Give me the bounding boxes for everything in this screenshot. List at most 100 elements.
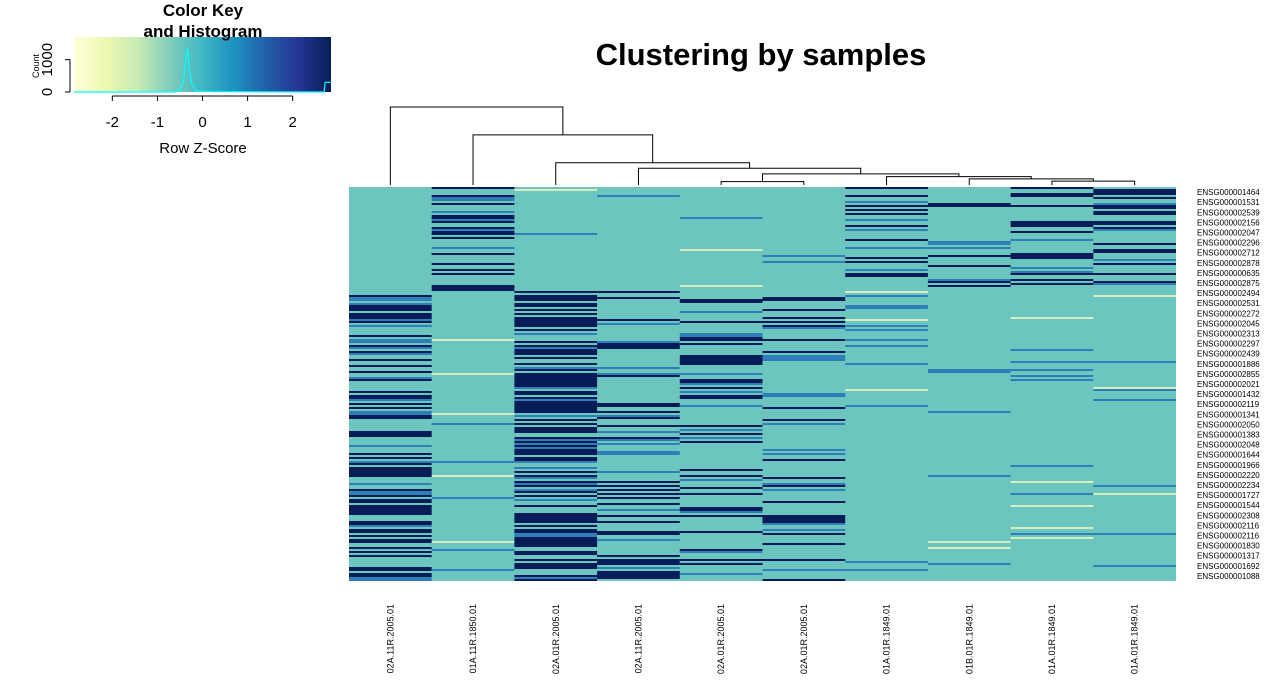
heatmap-cell-stripe [514, 369, 598, 371]
row-label: ENSG000002234 [1197, 481, 1260, 490]
heatmap-cell-stripe [514, 451, 598, 453]
heatmap-cell-stripe [349, 509, 432, 511]
heatmap-cell-stripe [1093, 399, 1176, 401]
heatmap-cell-stripe [927, 205, 1011, 207]
row-label: ENSG000002156 [1197, 218, 1260, 227]
heatmap-cell-stripe [845, 219, 928, 221]
heatmap-cell-stripe [514, 483, 598, 485]
heatmap-cell-stripe [927, 371, 1011, 373]
heatmap-cell-stripe [762, 477, 846, 479]
heatmap-cell-stripe [514, 441, 598, 443]
heatmap-cell-stripe [762, 351, 846, 353]
heatmap-cell-stripe [679, 357, 763, 359]
row-label: ENSG000002116 [1197, 532, 1260, 541]
heatmap-cell-stripe [514, 313, 598, 315]
heatmap-cell-stripe [514, 349, 598, 351]
dendrogram-branch [1051, 180, 1136, 185]
heatmap-cell-stripe [679, 551, 763, 553]
heatmap-cell-stripe [679, 285, 763, 287]
heatmap-cell-stripe [349, 315, 432, 317]
heatmap-cell-stripe [679, 363, 763, 365]
heatmap-cell-stripe [514, 341, 598, 343]
row-label: ENSG000002531 [1197, 299, 1260, 308]
heatmap-cell-stripe [514, 299, 598, 301]
column-dendrogram [389, 106, 1136, 185]
heatmap-cell-stripe [597, 481, 680, 483]
heatmap-cell-stripe [1010, 527, 1094, 529]
heatmap-cell-stripe [514, 437, 598, 439]
row-label: ENSG000001341 [1197, 410, 1260, 419]
heatmap-cell-stripe [679, 549, 763, 551]
heatmap-cell-stripe [679, 355, 763, 357]
heatmap-cell-stripe [679, 425, 763, 427]
heatmap-cell-stripe [597, 521, 680, 523]
heatmap-cell-stripe [1010, 505, 1094, 507]
heatmap-cell-stripe [349, 445, 432, 447]
heatmap-cell-stripe [514, 427, 598, 429]
heatmap-cell-stripe [597, 405, 680, 407]
heatmap-cell-stripe [514, 189, 598, 191]
heatmap-cell-stripe [514, 377, 598, 379]
heatmap-cell-stripe [514, 295, 598, 297]
heatmap-cell-stripe [1010, 231, 1094, 233]
heatmap-cell-stripe [1093, 221, 1176, 223]
heatmap-cell-stripe [514, 329, 598, 331]
heatmap-cell-stripe [514, 491, 598, 493]
heatmap-cell-stripe [514, 521, 598, 523]
heatmap-cell-stripe [762, 339, 846, 341]
heatmap-cell-stripe [349, 415, 432, 417]
color-key-axes: -2 -1 0 1 2 0 1000 [39, 43, 297, 131]
column-label: 01B.01R.1849.01 [964, 604, 974, 674]
heatmap-cell-stripe [597, 453, 680, 455]
heatmap-cell-stripe [1010, 537, 1094, 539]
heatmap-cell-stripe [431, 229, 515, 231]
heatmap-cell-stripe [597, 291, 680, 293]
heatmap-cell-stripe [679, 433, 763, 435]
heatmap-cell-stripe [679, 343, 763, 345]
heatmap-cell-stripe [514, 519, 598, 521]
heatmap-cell-stripe [431, 339, 515, 341]
heatmap-cell-stripe [514, 475, 598, 477]
heatmap-cell-stripe [431, 195, 515, 197]
heatmap-cell-stripe [514, 477, 598, 479]
heatmap-cell-stripe [349, 359, 432, 361]
heatmap-cell-stripe [762, 519, 846, 521]
heatmap-cell-stripe [514, 233, 598, 235]
heatmap-cell-stripe [1093, 485, 1176, 487]
row-label: ENSG000000635 [1197, 269, 1260, 278]
heatmap-cell-stripe [597, 515, 680, 517]
heatmap-cell-stripe [845, 275, 928, 277]
heatmap-cell-stripe [679, 515, 763, 517]
dendrogram-branch [637, 167, 862, 185]
heatmap-cell-stripe [1093, 259, 1176, 261]
color-key-xlabel: Row Z-Score [159, 140, 247, 157]
heatmap-cell-stripe [514, 471, 598, 473]
heatmap-cell-stripe [349, 469, 432, 471]
heatmap-cell-stripe [349, 555, 432, 557]
color-key-y-tick-label: 0 [39, 88, 56, 96]
heatmap-cell-stripe [597, 573, 680, 575]
dendrogram-branch [720, 181, 805, 185]
heatmap-cell-stripe [514, 545, 598, 547]
heatmap-cell-stripe [1010, 273, 1094, 275]
heatmap-cell-stripe [349, 365, 432, 367]
heatmap-cell-stripe [679, 373, 763, 375]
heatmap-cell-stripe [431, 253, 515, 255]
heatmap-cell-stripe [927, 411, 1011, 413]
heatmap-cell-stripe [514, 481, 598, 483]
heatmap-cell-stripe [762, 299, 846, 301]
heatmap-cell-stripe [927, 243, 1011, 245]
heatmap-cell-stripe [349, 435, 432, 437]
heatmap-cell-stripe [514, 577, 598, 579]
color-key-ylabel: Count [31, 54, 41, 79]
heatmap-cell-stripe [679, 359, 763, 361]
heatmap-cell-stripe [431, 187, 515, 189]
heatmap-cell-stripe [1010, 361, 1094, 363]
heatmap-cell-stripe [597, 443, 680, 445]
heatmap-cell-stripe [514, 551, 598, 553]
heatmap-cell-stripe [1010, 221, 1094, 223]
heatmap-cell-stripe [845, 269, 928, 271]
heatmap-cell-stripe [927, 285, 1011, 287]
heatmap-cell-stripe [597, 403, 680, 405]
heatmap-cell-stripe [514, 543, 598, 545]
